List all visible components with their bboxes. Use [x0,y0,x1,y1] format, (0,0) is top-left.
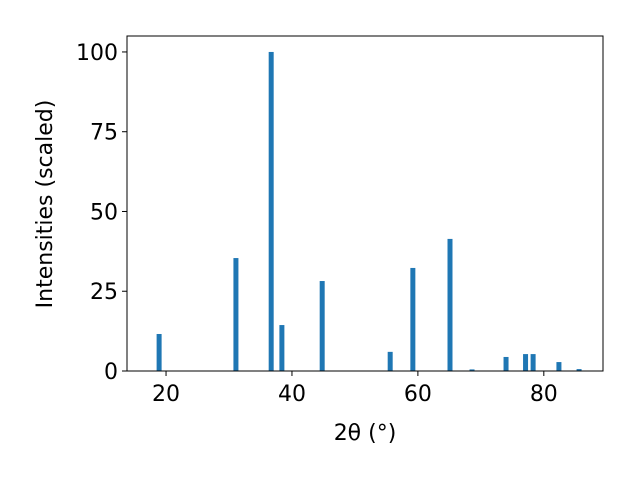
x-tick-label: 80 [530,382,558,407]
bar [319,281,325,371]
bar [279,325,285,371]
bar [447,238,453,371]
y-tick-label: 50 [90,200,118,225]
bar [233,258,239,371]
x-tick-label: 20 [152,382,180,407]
plot-frame [126,35,604,372]
bar [156,333,162,371]
y-tick-label: 25 [90,280,118,305]
bar [576,369,582,371]
y-tick-label: 0 [104,360,118,385]
bar [523,354,529,371]
y-axis-label: Intensities (scaled) [33,100,58,309]
bar [503,356,509,371]
bar [268,51,274,371]
y-tick-label: 75 [90,121,118,146]
x-axis-label: 2θ (°) [334,421,397,446]
bar [387,351,393,371]
x-tick-label: 60 [404,382,432,407]
bar [410,267,416,371]
x-tick-label: 40 [278,382,306,407]
bar [556,362,562,371]
bar [469,369,475,371]
bar [530,354,536,371]
y-tick-label: 100 [76,41,118,66]
